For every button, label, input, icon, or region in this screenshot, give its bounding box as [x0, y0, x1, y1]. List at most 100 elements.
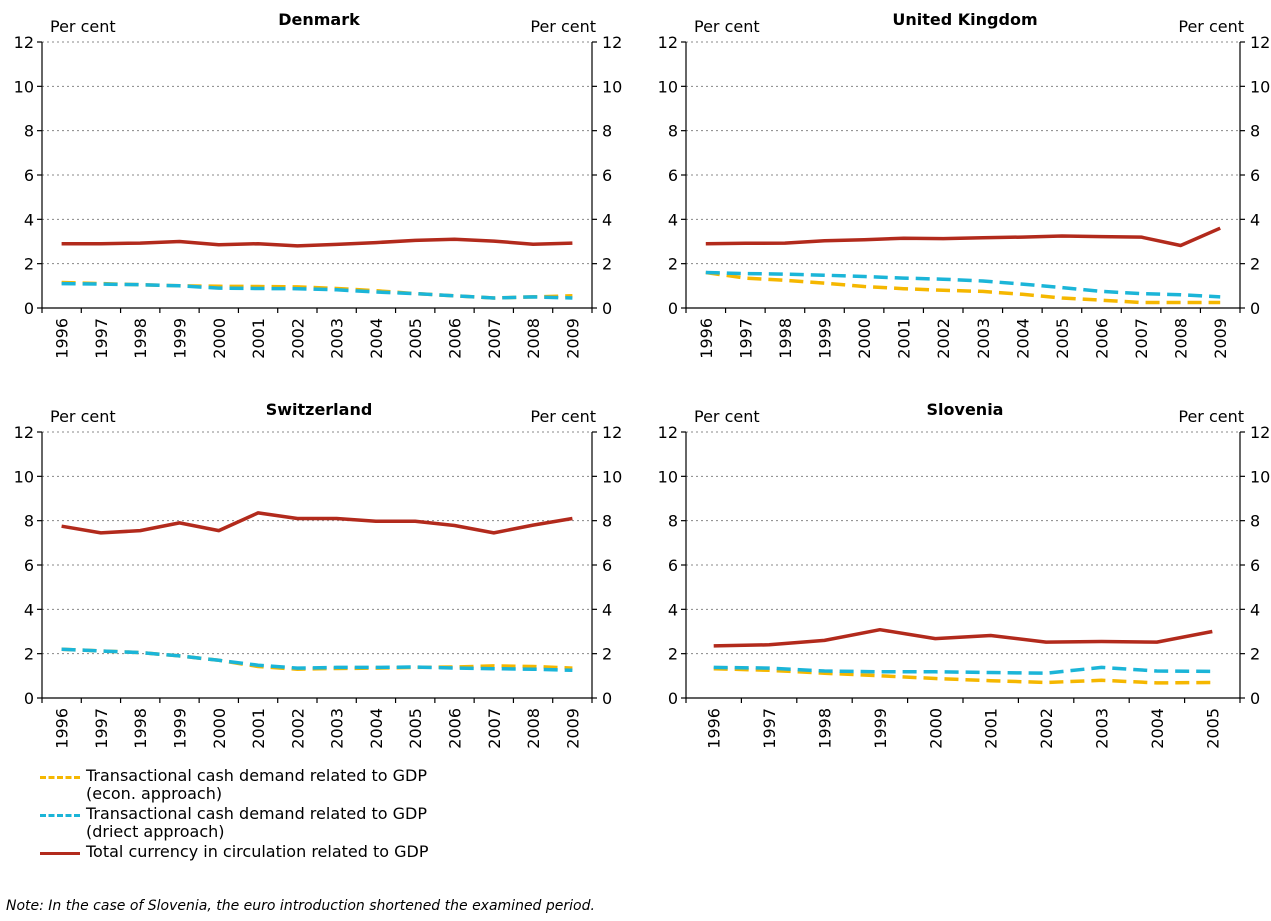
chart-title: United Kingdom [892, 10, 1037, 29]
x-tick-label: 2006 [446, 708, 465, 749]
y-tick-label-right: 4 [602, 210, 612, 229]
y-axis-label-right: Per cent [530, 407, 596, 426]
series-line-econ [706, 273, 1220, 303]
y-tick-label-right: 12 [602, 33, 622, 52]
x-tick-label: 1998 [131, 318, 150, 359]
x-tick-label: 2001 [982, 708, 1001, 749]
y-tick-label-left: 12 [658, 33, 678, 52]
y-tick-label-right: 10 [602, 77, 622, 96]
x-tick-label: 2000 [855, 318, 874, 359]
y-tick-label-left: 6 [24, 556, 34, 575]
legend-swatch-total [40, 852, 80, 855]
series-line-direct [62, 284, 573, 298]
y-axis-label-left: Per cent [694, 17, 760, 36]
y-tick-label-right: 12 [602, 423, 622, 442]
y-tick-label-left: 4 [24, 210, 34, 229]
x-tick-label: 1999 [871, 708, 890, 749]
series-line-total [62, 513, 573, 533]
y-tick-label-right: 2 [1250, 645, 1260, 664]
x-tick-label: 2009 [563, 708, 582, 749]
x-tick-label: 1998 [131, 708, 150, 749]
chart-title: Slovenia [927, 400, 1004, 419]
y-tick-label-right: 2 [1250, 255, 1260, 274]
y-tick-label-right: 6 [602, 166, 612, 185]
legend-label-total: Total currency in circulation related to… [86, 843, 429, 861]
y-tick-label-right: 6 [1250, 166, 1260, 185]
x-tick-label: 2000 [210, 708, 229, 749]
y-tick-label-left: 4 [24, 600, 34, 619]
x-tick-label: 2007 [1132, 318, 1151, 359]
y-tick-label-left: 0 [668, 689, 678, 708]
x-tick-label: 2008 [1172, 318, 1191, 359]
y-tick-label-left: 10 [658, 77, 678, 96]
y-axis-label-left: Per cent [50, 17, 116, 36]
y-tick-label-right: 8 [602, 512, 612, 531]
y-tick-label-left: 4 [668, 600, 678, 619]
series-line-direct [62, 649, 573, 670]
x-tick-label: 2005 [406, 318, 425, 359]
y-tick-label-right: 0 [602, 689, 612, 708]
chart-title: Denmark [278, 10, 360, 29]
x-tick-label: 2009 [563, 318, 582, 359]
y-tick-label-left: 8 [24, 122, 34, 141]
x-tick-label: 2000 [210, 318, 229, 359]
x-tick-label: 2000 [926, 708, 945, 749]
y-tick-label-left: 2 [24, 255, 34, 274]
legend-swatch-econ [40, 776, 80, 779]
legend-swatch-direct [40, 814, 80, 817]
y-tick-label-right: 12 [1250, 423, 1270, 442]
series-line-total [714, 630, 1213, 646]
y-tick-label-right: 6 [602, 556, 612, 575]
legend-item-econ: Transactional cash demand related to GDP… [40, 767, 429, 803]
y-tick-label-left: 0 [24, 689, 34, 708]
x-tick-label: 1998 [816, 708, 835, 749]
y-tick-label-right: 4 [602, 600, 612, 619]
x-tick-label: 2005 [406, 708, 425, 749]
chart-panel-2: 0 0 2 2 4 4 6 6 8 8 10 10 12 12 1996 1997 1998 1999 2000 20… [14, 400, 623, 749]
y-tick-label-right: 10 [1250, 77, 1270, 96]
y-tick-label-right: 0 [602, 299, 612, 318]
x-tick-label: 1996 [53, 318, 72, 359]
y-tick-label-left: 12 [14, 423, 34, 442]
x-tick-label: 1997 [92, 318, 111, 359]
y-tick-label-right: 2 [602, 645, 612, 664]
x-tick-label: 2002 [288, 318, 307, 359]
x-tick-label: 1997 [736, 318, 755, 359]
x-tick-label: 1999 [816, 318, 835, 359]
y-tick-label-right: 8 [602, 122, 612, 141]
x-tick-label: 1997 [760, 708, 779, 749]
y-tick-label-right: 4 [1250, 210, 1260, 229]
x-tick-label: 2008 [524, 318, 543, 359]
y-axis-label-left: Per cent [50, 407, 116, 426]
y-tick-label-left: 8 [668, 122, 678, 141]
x-tick-label: 2004 [1148, 708, 1167, 749]
y-tick-label-right: 8 [1250, 512, 1260, 531]
x-tick-label: 1996 [53, 708, 72, 749]
y-tick-label-left: 2 [668, 255, 678, 274]
x-tick-label: 2001 [895, 318, 914, 359]
legend-label-econ: Transactional cash demand related to GDP [86, 767, 429, 785]
legend-item-total: Total currency in circulation related to… [40, 843, 429, 861]
x-tick-label: 2006 [446, 318, 465, 359]
chart-panel-3: 0 0 2 2 4 4 6 6 8 8 10 10 12 12 1996 1997 1998 1999 2000 20… [658, 400, 1271, 749]
series-line-direct [706, 273, 1220, 297]
y-tick-label-left: 4 [668, 210, 678, 229]
x-tick-label: 2003 [328, 318, 347, 359]
x-tick-label: 2007 [485, 708, 504, 749]
chart-panel-1: 0 02 24 46 68 810 1012 121996 1997 1998 1999 2000 20… [658, 10, 1271, 359]
y-tick-label-right: 4 [1250, 600, 1260, 619]
chart-panel-0: 0 02 24 46 68 810 1012 121996 1997 1998 1999 2000 20… [14, 10, 623, 359]
x-tick-label: 1996 [697, 318, 716, 359]
x-tick-label: 2003 [328, 708, 347, 749]
y-tick-label-right: 0 [1250, 299, 1260, 318]
y-tick-label-left: 6 [668, 556, 678, 575]
y-tick-label-left: 12 [658, 423, 678, 442]
y-tick-label-right: 0 [1250, 689, 1260, 708]
y-axis-label-right: Per cent [530, 17, 596, 36]
y-tick-label-right: 12 [1250, 33, 1270, 52]
y-tick-label-left: 8 [24, 512, 34, 531]
x-tick-label: 2001 [249, 318, 268, 359]
y-tick-label-left: 6 [668, 166, 678, 185]
series-line-total [62, 239, 573, 246]
y-tick-label-right: 2 [602, 255, 612, 274]
